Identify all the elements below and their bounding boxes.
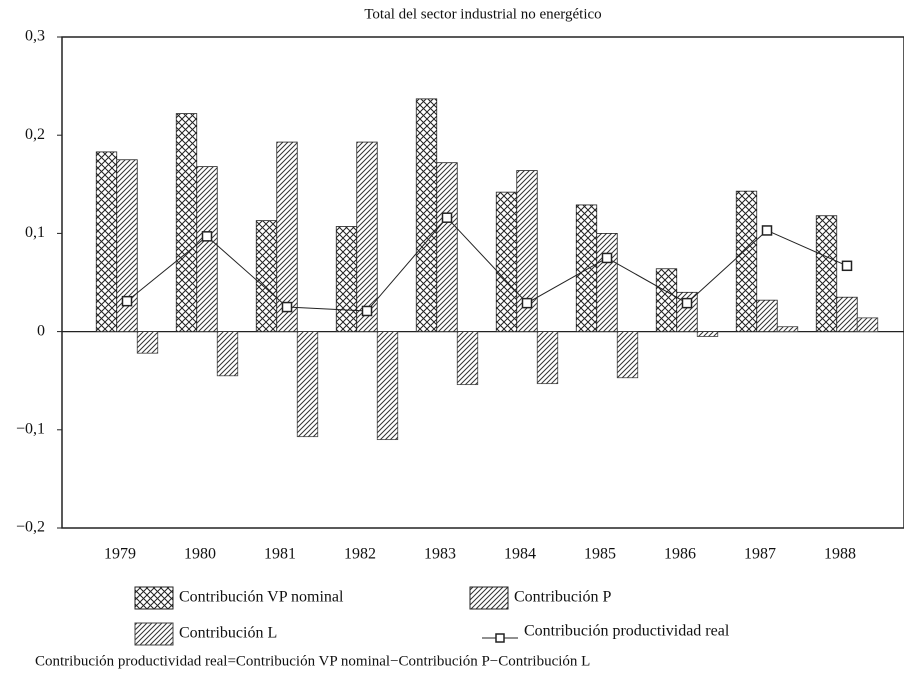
y-tick-label: −0,1 [16, 420, 45, 437]
bar [116, 159, 138, 333]
bar [296, 331, 319, 438]
legend-swatch [134, 586, 174, 610]
bar [376, 331, 399, 441]
bar [495, 191, 518, 333]
plot-frame [61, 36, 904, 529]
bar [756, 299, 778, 332]
legend-swatch [134, 622, 174, 646]
y-tick-label: 0,1 [25, 224, 45, 241]
bar [335, 226, 358, 332]
bar [575, 204, 598, 332]
x-tick-label: 1982 [344, 546, 376, 563]
x-tick-label: 1981 [264, 546, 296, 563]
bar [856, 317, 879, 332]
line-marker [841, 260, 853, 272]
bar [596, 232, 618, 332]
x-tick-label: 1984 [504, 546, 536, 563]
bar [255, 220, 278, 333]
line [126, 216, 848, 312]
bar [415, 98, 438, 332]
y-tick-label: 0 [37, 322, 45, 339]
line-marker [361, 305, 373, 317]
bar [516, 170, 538, 333]
bar [175, 113, 198, 332]
y-tick-label: −0,2 [16, 519, 45, 536]
chart-title: Total del sector industrial no energétic… [364, 6, 601, 22]
line-marker [201, 231, 213, 242]
bar [735, 190, 758, 332]
x-tick-label: 1980 [184, 546, 216, 563]
x-tick-label: 1979 [104, 546, 136, 563]
footnote: Contribución productividad real=Contribu… [35, 653, 590, 669]
legend-marker [495, 633, 505, 643]
line-marker [121, 295, 133, 307]
line-marker [681, 297, 693, 309]
legend-label: Contribución L [179, 625, 277, 642]
line-marker [761, 225, 773, 236]
x-tick-label: 1986 [664, 546, 696, 563]
bar [136, 331, 159, 354]
y-tick-label: 0,2 [25, 126, 45, 143]
bar [436, 162, 458, 333]
bar [276, 141, 298, 333]
bar [815, 215, 838, 332]
bar [356, 141, 378, 333]
bar [196, 166, 218, 332]
legend-label: Contribución P [514, 589, 611, 606]
x-tick-label: 1987 [744, 546, 776, 563]
bar [536, 331, 559, 385]
bar [655, 268, 678, 333]
line-marker [281, 301, 293, 313]
line-marker [441, 212, 453, 223]
x-tick-label: 1988 [824, 546, 856, 563]
legend-label: Contribución productividad real [524, 623, 730, 640]
x-tick-label: 1983 [424, 546, 456, 563]
bar [696, 331, 719, 337]
bar [836, 296, 858, 333]
line-marker [601, 252, 613, 264]
bar [616, 331, 639, 379]
legend-label: Contribución VP nominal [179, 589, 344, 606]
bar [456, 331, 479, 386]
x-tick-label: 1985 [584, 546, 616, 563]
bar [95, 151, 118, 332]
bar [216, 331, 239, 377]
y-tick-label: 0,3 [25, 28, 45, 45]
bar [776, 326, 799, 333]
line-marker [521, 297, 533, 309]
legend-swatch [469, 586, 509, 610]
